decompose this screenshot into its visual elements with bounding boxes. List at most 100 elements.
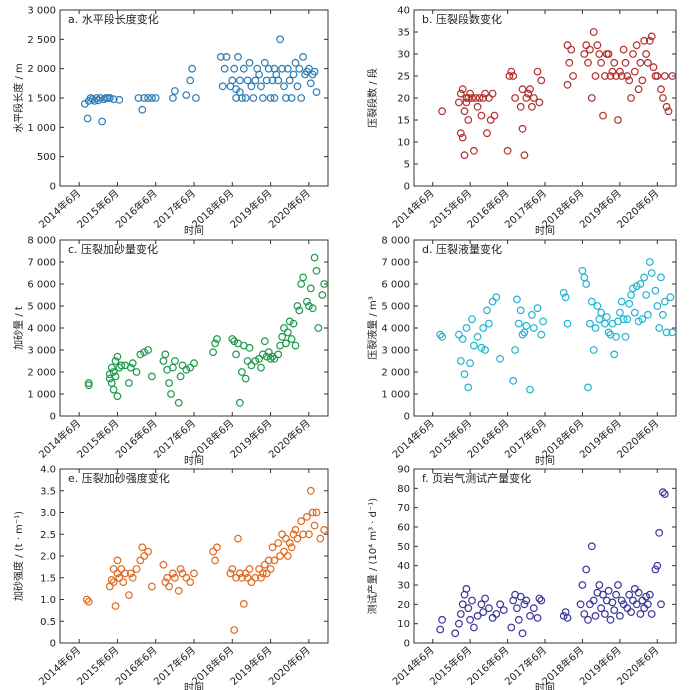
data-point <box>222 53 231 61</box>
data-point <box>468 315 476 324</box>
data-point <box>586 319 594 328</box>
data-point <box>98 117 106 126</box>
data-point <box>310 67 319 76</box>
y-axis-label: 加砂强度 / (t · m⁻¹) <box>12 511 25 601</box>
data-point <box>617 72 626 80</box>
data-point <box>111 357 120 365</box>
data-point <box>182 91 191 99</box>
data-point <box>582 565 591 574</box>
data-point <box>243 357 252 365</box>
data-point <box>621 332 630 341</box>
data-point <box>610 58 619 67</box>
x-axis-label: 时间 <box>184 454 204 467</box>
data-point <box>539 317 547 326</box>
data-point <box>595 581 604 589</box>
data-point <box>235 398 244 407</box>
data-point <box>632 600 641 609</box>
y-tick-label: 6 000 <box>27 280 56 291</box>
data-point <box>507 67 516 76</box>
data-point <box>293 302 302 310</box>
data-point <box>587 542 596 551</box>
data-point <box>190 359 198 368</box>
y-tick-label: 7 000 <box>381 258 410 269</box>
data-point <box>312 508 321 517</box>
y-tick-label: 60 <box>397 523 410 534</box>
data-point <box>306 79 315 88</box>
data-point <box>520 600 529 609</box>
data-point <box>170 573 179 582</box>
data-point <box>168 363 177 372</box>
data-point <box>128 573 137 582</box>
data-point <box>113 556 122 565</box>
data-point <box>297 94 306 102</box>
data-point <box>251 357 260 365</box>
data-point <box>604 328 613 337</box>
data-point <box>640 604 649 613</box>
data-point <box>629 596 637 605</box>
data-point <box>235 76 244 85</box>
data-point <box>616 612 624 620</box>
y-tick-label: 8 000 <box>27 236 56 247</box>
data-point <box>291 341 300 350</box>
y-tick-label: 2 000 <box>27 64 56 75</box>
data-point <box>614 581 622 589</box>
data-point <box>477 600 486 609</box>
data-point <box>642 592 650 601</box>
data-point <box>144 94 153 102</box>
data-point <box>228 565 237 573</box>
data-point <box>483 129 491 138</box>
data-point <box>278 332 287 341</box>
data-point <box>291 58 300 67</box>
data-point <box>178 569 187 578</box>
x-axis-label: 时间 <box>184 224 204 237</box>
data-point <box>651 565 660 574</box>
data-point <box>638 315 647 324</box>
data-point <box>226 569 235 578</box>
data-point <box>599 111 607 120</box>
y-tick-label: 15 <box>397 116 410 127</box>
y-tick-label: 0 <box>404 182 410 193</box>
data-point <box>297 280 306 288</box>
data-point <box>647 610 656 618</box>
data-point <box>230 337 239 346</box>
data-point <box>608 598 617 607</box>
y-tick-label: 10 <box>397 619 410 630</box>
data-point <box>623 72 632 80</box>
data-point <box>249 94 258 102</box>
data-point <box>479 608 488 616</box>
data-point <box>657 600 665 609</box>
data-point <box>266 565 275 573</box>
data-point <box>458 335 467 343</box>
data-point <box>636 610 645 618</box>
data-point <box>170 87 179 95</box>
data-point <box>109 565 118 573</box>
data-point <box>228 335 237 343</box>
panel-2: 05101520253035402014年6月2015年6月2016年6月201… <box>366 6 677 237</box>
panel-6: 01020304050607080902014年6月2015年6月2016年6月… <box>366 465 677 690</box>
y-tick-label: 30 <box>397 50 410 61</box>
data-point <box>312 88 321 96</box>
data-point <box>528 310 536 319</box>
data-point <box>92 94 101 102</box>
data-point <box>230 626 239 634</box>
data-point <box>589 346 598 354</box>
y-tick-label: 8 000 <box>381 236 410 247</box>
data-point <box>144 547 153 556</box>
data-point <box>151 94 160 102</box>
data-point <box>174 398 183 407</box>
data-point <box>289 530 298 539</box>
y-tick-label: 2 000 <box>381 368 410 379</box>
y-tick-label: 4 000 <box>381 324 410 335</box>
data-point <box>632 41 641 50</box>
data-point <box>310 521 319 530</box>
data-point <box>211 556 220 565</box>
data-point <box>627 608 635 616</box>
data-point <box>117 565 126 573</box>
panel-4: 0 1 000 2 000 3 000 4 000 5 000 6 000 7 000 8 00… <box>366 236 677 467</box>
y-tick-label: 1 000 <box>27 123 56 134</box>
y-tick-label: 40 <box>397 6 410 17</box>
data-point <box>647 32 656 41</box>
data-point <box>107 363 116 372</box>
data-point <box>113 352 122 361</box>
data-point <box>644 310 652 319</box>
